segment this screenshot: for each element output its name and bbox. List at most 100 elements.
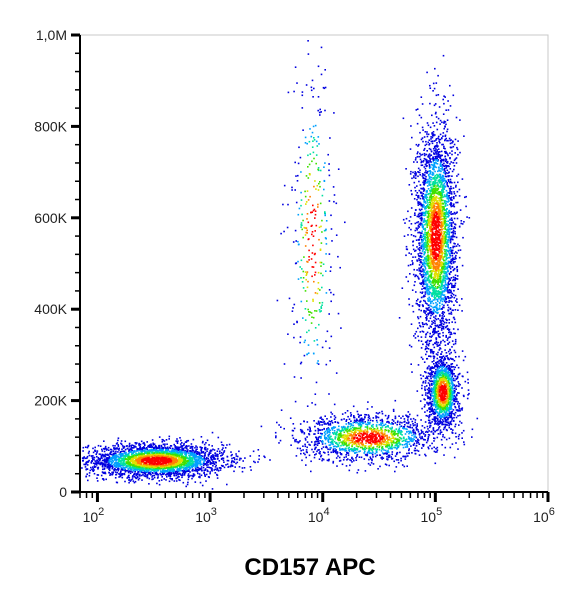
event-point	[120, 470, 122, 472]
event-point	[431, 323, 433, 325]
event-point	[431, 394, 433, 397]
event-point	[184, 451, 186, 454]
event-point	[433, 140, 436, 142]
event-point	[454, 400, 457, 403]
event-point	[208, 459, 210, 462]
event-point	[447, 282, 450, 284]
event-point	[243, 467, 246, 469]
event-point	[438, 140, 440, 143]
event-point	[174, 448, 177, 450]
event-point	[329, 436, 331, 438]
event-point	[442, 98, 444, 101]
event-point	[227, 459, 230, 462]
event-point	[124, 448, 127, 451]
event-point	[429, 158, 432, 160]
event-point	[450, 191, 453, 193]
event-point	[117, 469, 120, 472]
event-point	[452, 392, 454, 394]
event-point	[332, 448, 335, 450]
event-point	[444, 275, 446, 277]
event-point	[417, 213, 420, 216]
event-point	[441, 137, 443, 140]
event-point	[323, 428, 325, 430]
event-point	[424, 171, 426, 174]
event-point	[412, 424, 415, 427]
event-point	[384, 423, 387, 426]
event-point	[372, 463, 375, 465]
event-point	[327, 436, 330, 438]
event-point	[396, 421, 399, 423]
event-point	[432, 299, 435, 301]
event-point	[111, 471, 113, 474]
event-point	[305, 451, 308, 453]
event-point	[178, 472, 181, 475]
event-point	[158, 445, 160, 447]
event-point	[194, 481, 197, 483]
event-point	[437, 137, 439, 140]
event-point	[422, 280, 425, 283]
event-point	[121, 448, 123, 451]
event-point	[101, 457, 103, 459]
event-point	[381, 410, 383, 413]
event-point	[446, 424, 449, 426]
event-point	[361, 422, 364, 425]
event-point	[196, 462, 199, 464]
event-point	[124, 440, 127, 443]
event-point	[432, 352, 435, 355]
event-point	[407, 411, 410, 413]
event-point	[448, 426, 451, 429]
event-point	[314, 403, 317, 406]
event-point	[447, 309, 449, 311]
event-point	[442, 297, 444, 300]
event-point	[434, 159, 436, 161]
event-point	[99, 459, 101, 462]
event-point	[442, 331, 444, 334]
event-point	[382, 457, 385, 459]
event-point	[450, 370, 452, 372]
event-point	[406, 428, 408, 431]
event-point	[450, 260, 453, 263]
event-point	[440, 158, 443, 161]
event-point	[324, 438, 327, 441]
event-point	[316, 362, 319, 364]
event-point	[351, 456, 353, 459]
event-point	[233, 470, 235, 473]
event-point	[316, 444, 319, 446]
event-point	[156, 473, 159, 475]
event-point	[126, 477, 128, 479]
event-point	[440, 369, 442, 371]
event-point	[187, 439, 190, 442]
event-point	[437, 413, 439, 415]
event-point	[418, 322, 421, 324]
event-point	[328, 393, 330, 395]
event-point	[421, 103, 424, 105]
event-point	[457, 243, 459, 246]
event-point	[167, 449, 170, 452]
event-point	[441, 179, 444, 181]
event-point	[140, 474, 143, 477]
event-point	[132, 475, 134, 477]
event-point	[400, 425, 403, 427]
event-point	[457, 288, 459, 290]
event-point	[449, 349, 451, 351]
event-point	[175, 448, 178, 451]
event-point	[323, 434, 326, 437]
event-point	[428, 181, 430, 183]
event-point	[193, 451, 196, 454]
event-point	[292, 307, 294, 309]
event-point	[407, 415, 410, 418]
event-point	[426, 150, 428, 152]
event-point	[454, 340, 457, 343]
event-point	[430, 154, 433, 156]
event-point	[433, 152, 435, 154]
event-point	[457, 435, 460, 438]
event-point	[424, 201, 427, 203]
event-point	[445, 418, 447, 421]
event-point	[381, 420, 384, 423]
event-point	[450, 411, 453, 413]
event-point	[440, 416, 442, 419]
event-point	[298, 441, 300, 443]
event-point	[455, 212, 458, 214]
event-point	[404, 446, 407, 448]
event-point	[283, 427, 285, 430]
